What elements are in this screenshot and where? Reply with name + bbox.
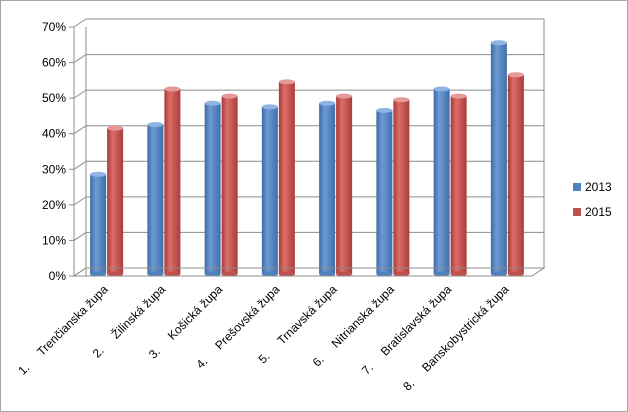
bar-2013-7 [433, 86, 450, 277]
y-tick-label: 0% [49, 269, 67, 283]
bar-2013-3 [204, 100, 221, 277]
bar-2015-8 [507, 72, 524, 277]
bars [90, 40, 524, 277]
bar-2015-7 [450, 93, 467, 277]
bar-2015-2 [164, 86, 181, 277]
y-tick-label: 40% [42, 127, 66, 141]
bar-2015-1 [107, 125, 124, 277]
y-tick-label: 60% [42, 56, 66, 70]
x-tick-label: 8. Banskobystrická župa [400, 282, 512, 394]
bar-2013-2 [147, 122, 164, 277]
gridline [69, 267, 544, 277]
gridlines [69, 18, 544, 277]
bar-2013-8 [490, 40, 507, 277]
bar-2013-6 [376, 107, 393, 277]
bar-2013-5 [319, 100, 336, 277]
bar-2015-4 [278, 79, 295, 277]
gridline [69, 125, 544, 135]
gridline [69, 196, 544, 206]
gridline [69, 18, 544, 28]
legend: 2013 2015 [573, 180, 612, 219]
gridline [69, 160, 544, 170]
gridline [69, 231, 544, 241]
floor [72, 267, 546, 277]
bar-2015-3 [221, 93, 238, 277]
legend-swatch [573, 183, 581, 191]
y-tick-label: 50% [42, 91, 66, 105]
legend-item-2013: 2013 [573, 180, 612, 194]
y-tick-label: 20% [42, 198, 66, 212]
gridline [69, 89, 544, 99]
y-axis: 0% 10% 20% 30% 40% 50% 60% 70% [42, 19, 545, 283]
legend-item-2015: 2015 [573, 205, 612, 219]
gridline [69, 54, 544, 64]
y-tick-label: 30% [42, 162, 66, 176]
bar-2013-1 [90, 171, 107, 277]
legend-label: 2013 [585, 180, 612, 194]
legend-label: 2015 [585, 205, 612, 219]
y-tick-label: 70% [42, 20, 66, 34]
x-tick-label: 1. Trenčianska župa [15, 282, 111, 378]
bar-2015-6 [393, 97, 410, 277]
legend-swatch [573, 208, 581, 216]
bar-2015-5 [336, 93, 353, 277]
bar-2013-4 [261, 104, 278, 277]
y-tick-label: 10% [42, 233, 66, 247]
